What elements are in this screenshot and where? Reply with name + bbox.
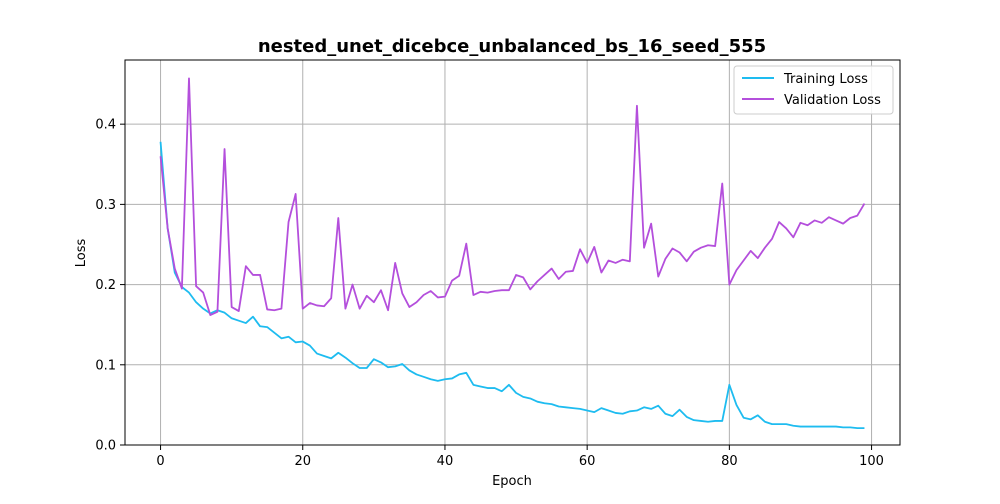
x-tick-label: 80 <box>721 454 738 469</box>
chart-title: nested_unet_dicebce_unbalanced_bs_16_see… <box>258 36 766 57</box>
y-axis-ticks: 0.0 0.1 0.2 0.3 0.4 <box>95 118 125 454</box>
x-tick-label: 40 <box>437 454 454 469</box>
legend: Training Loss Validation Loss <box>733 65 894 115</box>
legend-label-validation-loss: Validation Loss <box>784 93 881 108</box>
legend-label-training-loss: Training Loss <box>783 72 868 87</box>
training-loss-line <box>159 141 865 430</box>
x-tick-label: 0 <box>156 454 164 469</box>
y-tick-label: 0.2 <box>95 278 116 293</box>
y-tick-label: 0.4 <box>95 118 116 133</box>
x-tick-label: 100 <box>859 454 884 469</box>
y-axis-label: Loss <box>74 239 89 268</box>
plot-area-frame <box>124 59 901 446</box>
series-lines <box>159 77 866 430</box>
y-tick-label: 0.0 <box>95 439 116 454</box>
x-tick-label: 60 <box>579 454 596 469</box>
y-tick-label: 0.1 <box>95 358 116 373</box>
y-tick-label: 0.3 <box>95 198 116 213</box>
x-axis-label: Epoch <box>492 474 532 489</box>
x-axis-ticks: 0 20 40 60 80 100 <box>156 445 884 469</box>
validation-loss-line <box>159 77 866 316</box>
x-tick-label: 20 <box>294 454 311 469</box>
